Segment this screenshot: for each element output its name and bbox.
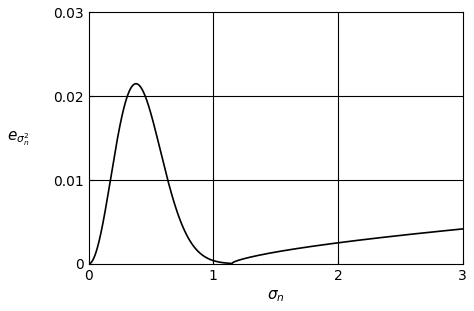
- X-axis label: $\sigma_n$: $\sigma_n$: [267, 288, 284, 304]
- Y-axis label: $e_{\sigma_n^2}$: $e_{\sigma_n^2}$: [7, 129, 29, 148]
